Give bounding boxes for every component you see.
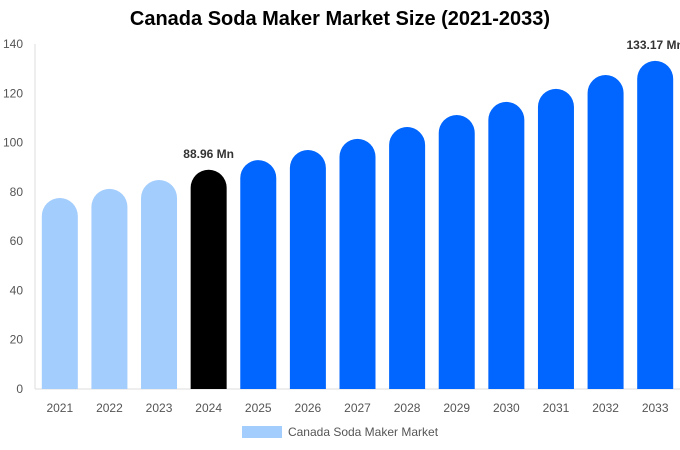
- bar-2027: [339, 138, 376, 389]
- bar-2026: [289, 149, 326, 389]
- x-tick-label: 2027: [344, 401, 371, 415]
- y-tick-label: 20: [10, 333, 24, 347]
- y-tick-label: 100: [3, 136, 23, 150]
- x-tick-label: 2030: [493, 401, 520, 415]
- y-tick-label: 60: [10, 234, 24, 248]
- bar-2033: [637, 60, 674, 390]
- bar-2022: [91, 188, 128, 389]
- legend: Canada Soda Maker Market: [0, 425, 680, 439]
- bar-2024: [190, 169, 227, 389]
- x-tick-label: 2032: [592, 401, 619, 415]
- x-tick-label: 2033: [642, 401, 669, 415]
- legend-swatch: [241, 426, 282, 438]
- y-tick-label: 140: [3, 37, 23, 51]
- x-tick-label: 2023: [146, 401, 173, 415]
- x-tick-label: 2031: [543, 401, 570, 415]
- y-tick-label: 120: [3, 86, 23, 100]
- x-tick-label: 2028: [394, 401, 421, 415]
- bar-2021: [41, 198, 78, 389]
- bar-2029: [438, 114, 475, 389]
- data-label: 88.96 Mn: [183, 147, 234, 161]
- chart-title: Canada Soda Maker Market Size (2021-2033…: [129, 8, 551, 30]
- bar-2030: [488, 101, 525, 389]
- y-tick-label: 80: [10, 185, 24, 199]
- x-tick-label: 2026: [295, 401, 322, 415]
- data-label: 133.17 Mn: [627, 38, 680, 52]
- bar-2025: [240, 160, 277, 389]
- bar-2028: [389, 127, 426, 389]
- x-tick-label: 2021: [46, 401, 73, 415]
- y-tick-label: 0: [16, 382, 23, 396]
- x-tick-label: 2024: [195, 401, 222, 415]
- x-tick-label: 2029: [443, 401, 470, 415]
- x-tick-label: 2025: [245, 401, 272, 415]
- bar-2031: [537, 88, 574, 389]
- bar-2032: [587, 75, 624, 390]
- x-tick-label: 2022: [96, 401, 123, 415]
- bar-2023: [141, 180, 178, 389]
- y-tick-label: 40: [10, 283, 24, 297]
- legend-label: Canada Soda Maker Market: [287, 425, 439, 439]
